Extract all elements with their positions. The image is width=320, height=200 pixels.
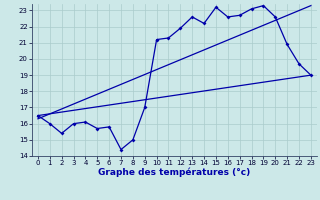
X-axis label: Graphe des températures (°c): Graphe des températures (°c) <box>98 168 251 177</box>
